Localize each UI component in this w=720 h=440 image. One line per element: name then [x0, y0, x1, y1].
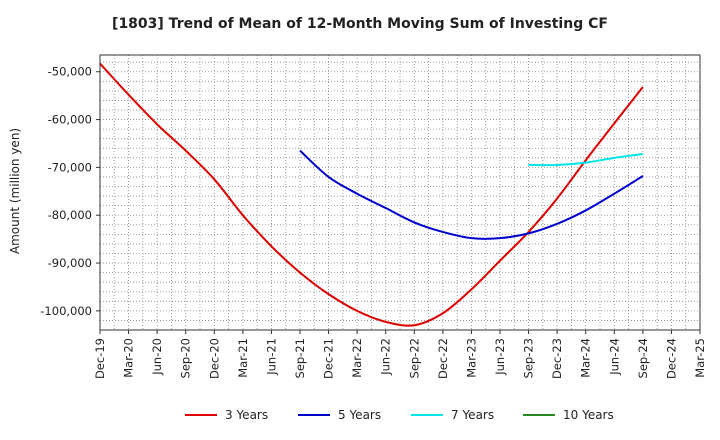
x-tick-label: Dec-20 [207, 338, 221, 379]
x-tick-label: Sep-24 [636, 338, 650, 378]
legend: 3 Years 5 Years 7 Years 10 Years [185, 408, 614, 422]
plot-area [99, 54, 701, 331]
x-tick-label: Sep-23 [522, 338, 536, 378]
y-axis-label: Amount (million yen) [8, 128, 22, 254]
x-tick-label: Mar-24 [579, 338, 593, 378]
x-tick-label: Jun-22 [379, 338, 393, 376]
legend-label-10-years: 10 Years [563, 408, 614, 422]
x-tick-label: Dec-19 [93, 338, 107, 379]
x-tick-label: Sep-20 [179, 338, 193, 378]
x-tick-label: Mar-20 [122, 338, 136, 378]
x-tick-label: Mar-21 [236, 338, 250, 378]
x-tick-label: Dec-23 [550, 338, 564, 379]
x-tick-label: Jun-24 [607, 338, 621, 376]
legend-label-7-years: 7 Years [451, 408, 494, 422]
x-tick-label: Sep-21 [293, 338, 307, 378]
y-tick-label: -50,000 [48, 65, 92, 79]
series-line-7-years [528, 153, 643, 167]
y-tick-label: -60,000 [48, 113, 92, 127]
x-tick-label: Dec-24 [664, 338, 678, 379]
x-tick-label: Jun-21 [264, 338, 278, 376]
y-tick-label: -90,000 [48, 256, 92, 270]
x-tick-label: Mar-25 [693, 338, 707, 378]
y-tick-label: -70,000 [48, 160, 92, 174]
grid [99, 55, 701, 331]
chart-title: [1803] Trend of Mean of 12-Month Moving … [112, 16, 608, 32]
series-lines [99, 62, 644, 327]
x-tick-label: Dec-22 [436, 338, 450, 379]
series-line-3-years [99, 62, 644, 327]
legend-label-5-years: 5 Years [338, 408, 381, 422]
x-tick-label: Jun-20 [150, 338, 164, 376]
x-tick-label: Jun-23 [493, 338, 507, 376]
x-tick-label: Sep-22 [407, 338, 421, 378]
x-tick-label: Dec-21 [322, 338, 336, 379]
x-tick-label: Mar-22 [350, 338, 364, 378]
y-axis-ticks: -50,000 -60,000 -70,000 -80,000 -90,000 -100,… [40, 65, 100, 318]
y-tick-label: -100,000 [40, 304, 92, 318]
x-tick-label: Mar-23 [464, 338, 478, 378]
x-axis-ticks: Dec-19 Mar-20 Jun-20 Sep-20 Dec-20 Mar-21 Jun-… [93, 330, 707, 379]
series-line-5-years [299, 149, 644, 240]
legend-label-3-years: 3 Years [225, 408, 268, 422]
y-tick-label: -80,000 [48, 208, 92, 222]
